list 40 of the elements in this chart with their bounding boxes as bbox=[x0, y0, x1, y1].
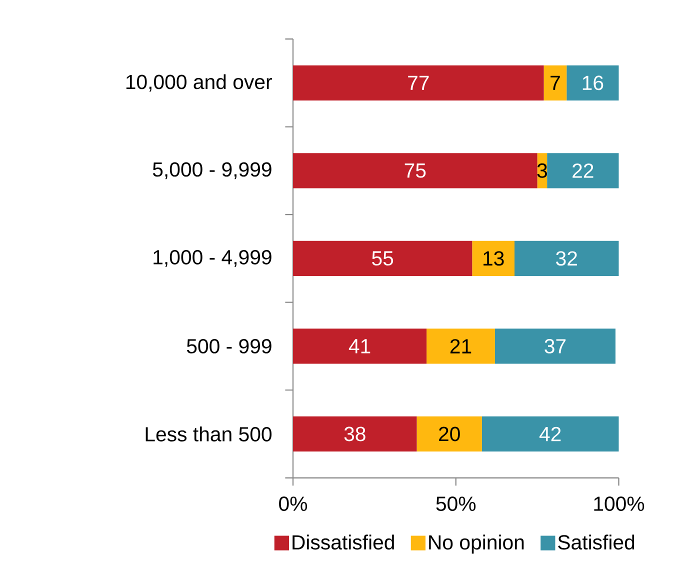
y-tick-label: 10,000 and over bbox=[126, 74, 272, 92]
bar bbox=[514, 240, 619, 276]
data-label: 20 bbox=[439, 426, 460, 442]
data-label: 38 bbox=[344, 426, 366, 442]
x-tick-label: 0% bbox=[279, 496, 308, 511]
x-tick-label: 50% bbox=[436, 496, 476, 511]
data-label: 37 bbox=[544, 338, 566, 354]
legend-label: Satisfied bbox=[558, 534, 634, 550]
data-label: 77 bbox=[408, 76, 429, 90]
bar bbox=[293, 153, 538, 188]
y-tick-label: 500 - 999 bbox=[186, 338, 272, 354]
bar bbox=[293, 328, 427, 364]
data-label: 13 bbox=[484, 251, 504, 266]
bar bbox=[482, 416, 619, 452]
bar bbox=[547, 153, 619, 188]
data-label: 75 bbox=[404, 163, 426, 178]
data-label: 3 bbox=[537, 163, 547, 178]
data-label: 16 bbox=[582, 76, 604, 90]
data-label: 21 bbox=[450, 339, 472, 354]
bar bbox=[293, 65, 544, 100]
legend-label: No opinion bbox=[429, 534, 524, 554]
data-label: 41 bbox=[348, 339, 370, 354]
bar bbox=[544, 65, 567, 100]
x-tick-label: 100% bbox=[594, 496, 644, 511]
data-label: 42 bbox=[539, 426, 561, 442]
bar bbox=[293, 416, 417, 452]
bar bbox=[472, 240, 515, 276]
y-tick-label: 1,000 - 4,999 bbox=[154, 250, 272, 267]
data-label: 32 bbox=[556, 251, 577, 266]
bar bbox=[566, 65, 619, 100]
y-tick-label: Less than 500 bbox=[146, 426, 272, 442]
data-label: 55 bbox=[372, 251, 394, 266]
bar bbox=[494, 328, 616, 364]
data-label: 22 bbox=[572, 163, 594, 178]
bar bbox=[416, 416, 482, 452]
bar bbox=[293, 240, 472, 276]
bar bbox=[426, 328, 495, 364]
data-label: 7 bbox=[550, 76, 560, 90]
y-tick-label: 5,000 - 9,999 bbox=[152, 162, 272, 180]
legend-label: Dissatisfied bbox=[292, 534, 394, 550]
